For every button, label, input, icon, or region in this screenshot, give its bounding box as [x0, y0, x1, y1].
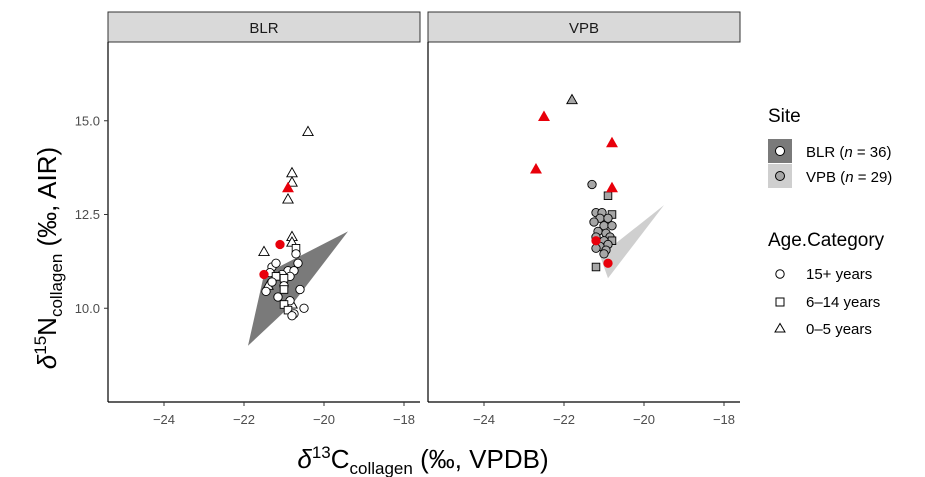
legend-site-blr: BLR (n = 36) [768, 139, 891, 163]
data-point-blr-0 [302, 125, 314, 137]
legend-label-0to5: 0–5 years [806, 321, 872, 338]
data-point-blr-35 [287, 311, 297, 321]
data-point-vpb-26 [599, 249, 609, 259]
legend-label-blr: BLR (n = 36) [806, 144, 891, 161]
data-point-vpb-21 [591, 236, 601, 246]
data-point-vpb-28 [591, 262, 601, 272]
y-tick-label-0: 10.0 [75, 301, 100, 316]
data-point-blr-16 [271, 258, 281, 268]
data-point-vpb-14 [607, 221, 617, 231]
x-tick-label-vpb-2: −20 [633, 412, 655, 427]
data-point-vpb-6 [603, 191, 613, 200]
x-tick-label-vpb-0: −24 [473, 412, 495, 427]
legend-site-title: Site [768, 106, 801, 127]
data-point-vpb-1 [538, 110, 550, 122]
facet-label-vpb: VPB [569, 20, 599, 37]
data-point-blr-2 [286, 176, 298, 187]
legend-circle-icon [775, 269, 785, 279]
facet-strip-blr [107, 11, 421, 43]
legend-label-15plus: 15+ years [806, 266, 872, 283]
x-tick-label-blr-3: −18 [393, 412, 415, 427]
data-point-blr-10 [275, 239, 285, 250]
data-point-blr-1 [286, 166, 298, 178]
data-point-vpb-11 [603, 213, 613, 223]
panel-vpb: VPB −24 −22 −20 −18 [427, 11, 741, 427]
legend-age-title: Age.Category [768, 230, 885, 251]
legend: Site BLR (n = 36) VPB (n = 29) Age.Categ… [768, 106, 892, 338]
data-point-blr-3 [282, 181, 294, 193]
data-point-blr-11 [259, 269, 269, 280]
legend-age-6to14: 6–14 years [775, 294, 880, 311]
legend-swatch-blr-point [775, 146, 785, 156]
legend-age-15plus: 15+ years [775, 266, 872, 283]
legend-site-vpb: VPB (n = 29) [768, 164, 892, 188]
facet-label-blr: BLR [249, 20, 278, 37]
legend-square-icon [775, 297, 785, 307]
data-point-blr-13 [291, 249, 301, 259]
data-point-vpb-5 [587, 179, 597, 190]
data-point-blr-23 [279, 274, 289, 283]
data-point-vpb-4 [606, 181, 618, 193]
x-tick-label-blr-1: −22 [233, 412, 255, 427]
data-point-blr-32 [299, 303, 309, 313]
y-axis-title: δ15Ncollagen (‰, AIR) [31, 147, 66, 369]
data-point-vpb-12 [589, 217, 599, 227]
data-point-vpb-3 [530, 162, 542, 174]
legend-label-vpb: VPB (n = 29) [806, 169, 892, 186]
legend-swatch-vpb-point [775, 171, 785, 181]
legend-triangle-icon [774, 322, 786, 333]
data-point-vpb-0 [566, 93, 578, 105]
x-tick-label-vpb-3: −18 [713, 412, 735, 427]
data-point-blr-6 [258, 245, 270, 257]
y-tick-label-2: 15.0 [75, 113, 100, 128]
x-tick-label-blr-2: −20 [313, 412, 335, 427]
y-tick-label-1: 12.5 [75, 207, 100, 222]
data-point-blr-26 [295, 284, 305, 295]
data-point-vpb-27 [603, 258, 613, 268]
facet-strip-vpb [427, 11, 741, 43]
panel-blr: BLR −24 −22 −20 −18 10.0 12.5 15.0 [75, 11, 421, 427]
convex-hull-vpb [600, 205, 664, 279]
data-point-blr-14 [293, 258, 303, 268]
data-point-blr-29 [273, 292, 283, 302]
data-point-blr-27 [261, 286, 271, 297]
x-axis-title: δ13Ccollagen (‰, VPDB) [297, 443, 548, 477]
legend-age-0to5: 0–5 years [774, 321, 872, 338]
data-point-blr-24 [267, 277, 277, 287]
x-tick-label-vpb-1: −22 [553, 412, 575, 427]
data-point-blr-4 [282, 192, 294, 204]
data-point-blr-28 [279, 285, 289, 294]
data-point-vpb-2 [606, 136, 618, 148]
legend-label-6to14: 6–14 years [806, 294, 880, 311]
facet-panels: BLR −24 −22 −20 −18 10.0 12.5 15.0 VPB −24 −22 −20 −… [75, 11, 741, 427]
x-tick-label-blr-0: −24 [153, 412, 175, 427]
